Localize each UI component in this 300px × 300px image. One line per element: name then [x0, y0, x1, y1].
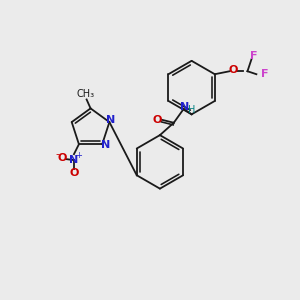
Text: +: +	[76, 151, 82, 160]
Text: F: F	[261, 69, 268, 79]
Text: N: N	[106, 115, 115, 125]
Text: F: F	[250, 51, 257, 62]
Text: O: O	[69, 168, 79, 178]
Text: O: O	[229, 65, 238, 75]
Text: -: -	[55, 149, 59, 159]
Text: CH₃: CH₃	[76, 88, 95, 98]
Text: O: O	[152, 115, 162, 125]
Text: N: N	[100, 140, 110, 150]
Text: N: N	[69, 155, 79, 165]
Text: N: N	[180, 102, 189, 112]
Text: O: O	[57, 153, 67, 163]
Text: H: H	[188, 105, 195, 115]
